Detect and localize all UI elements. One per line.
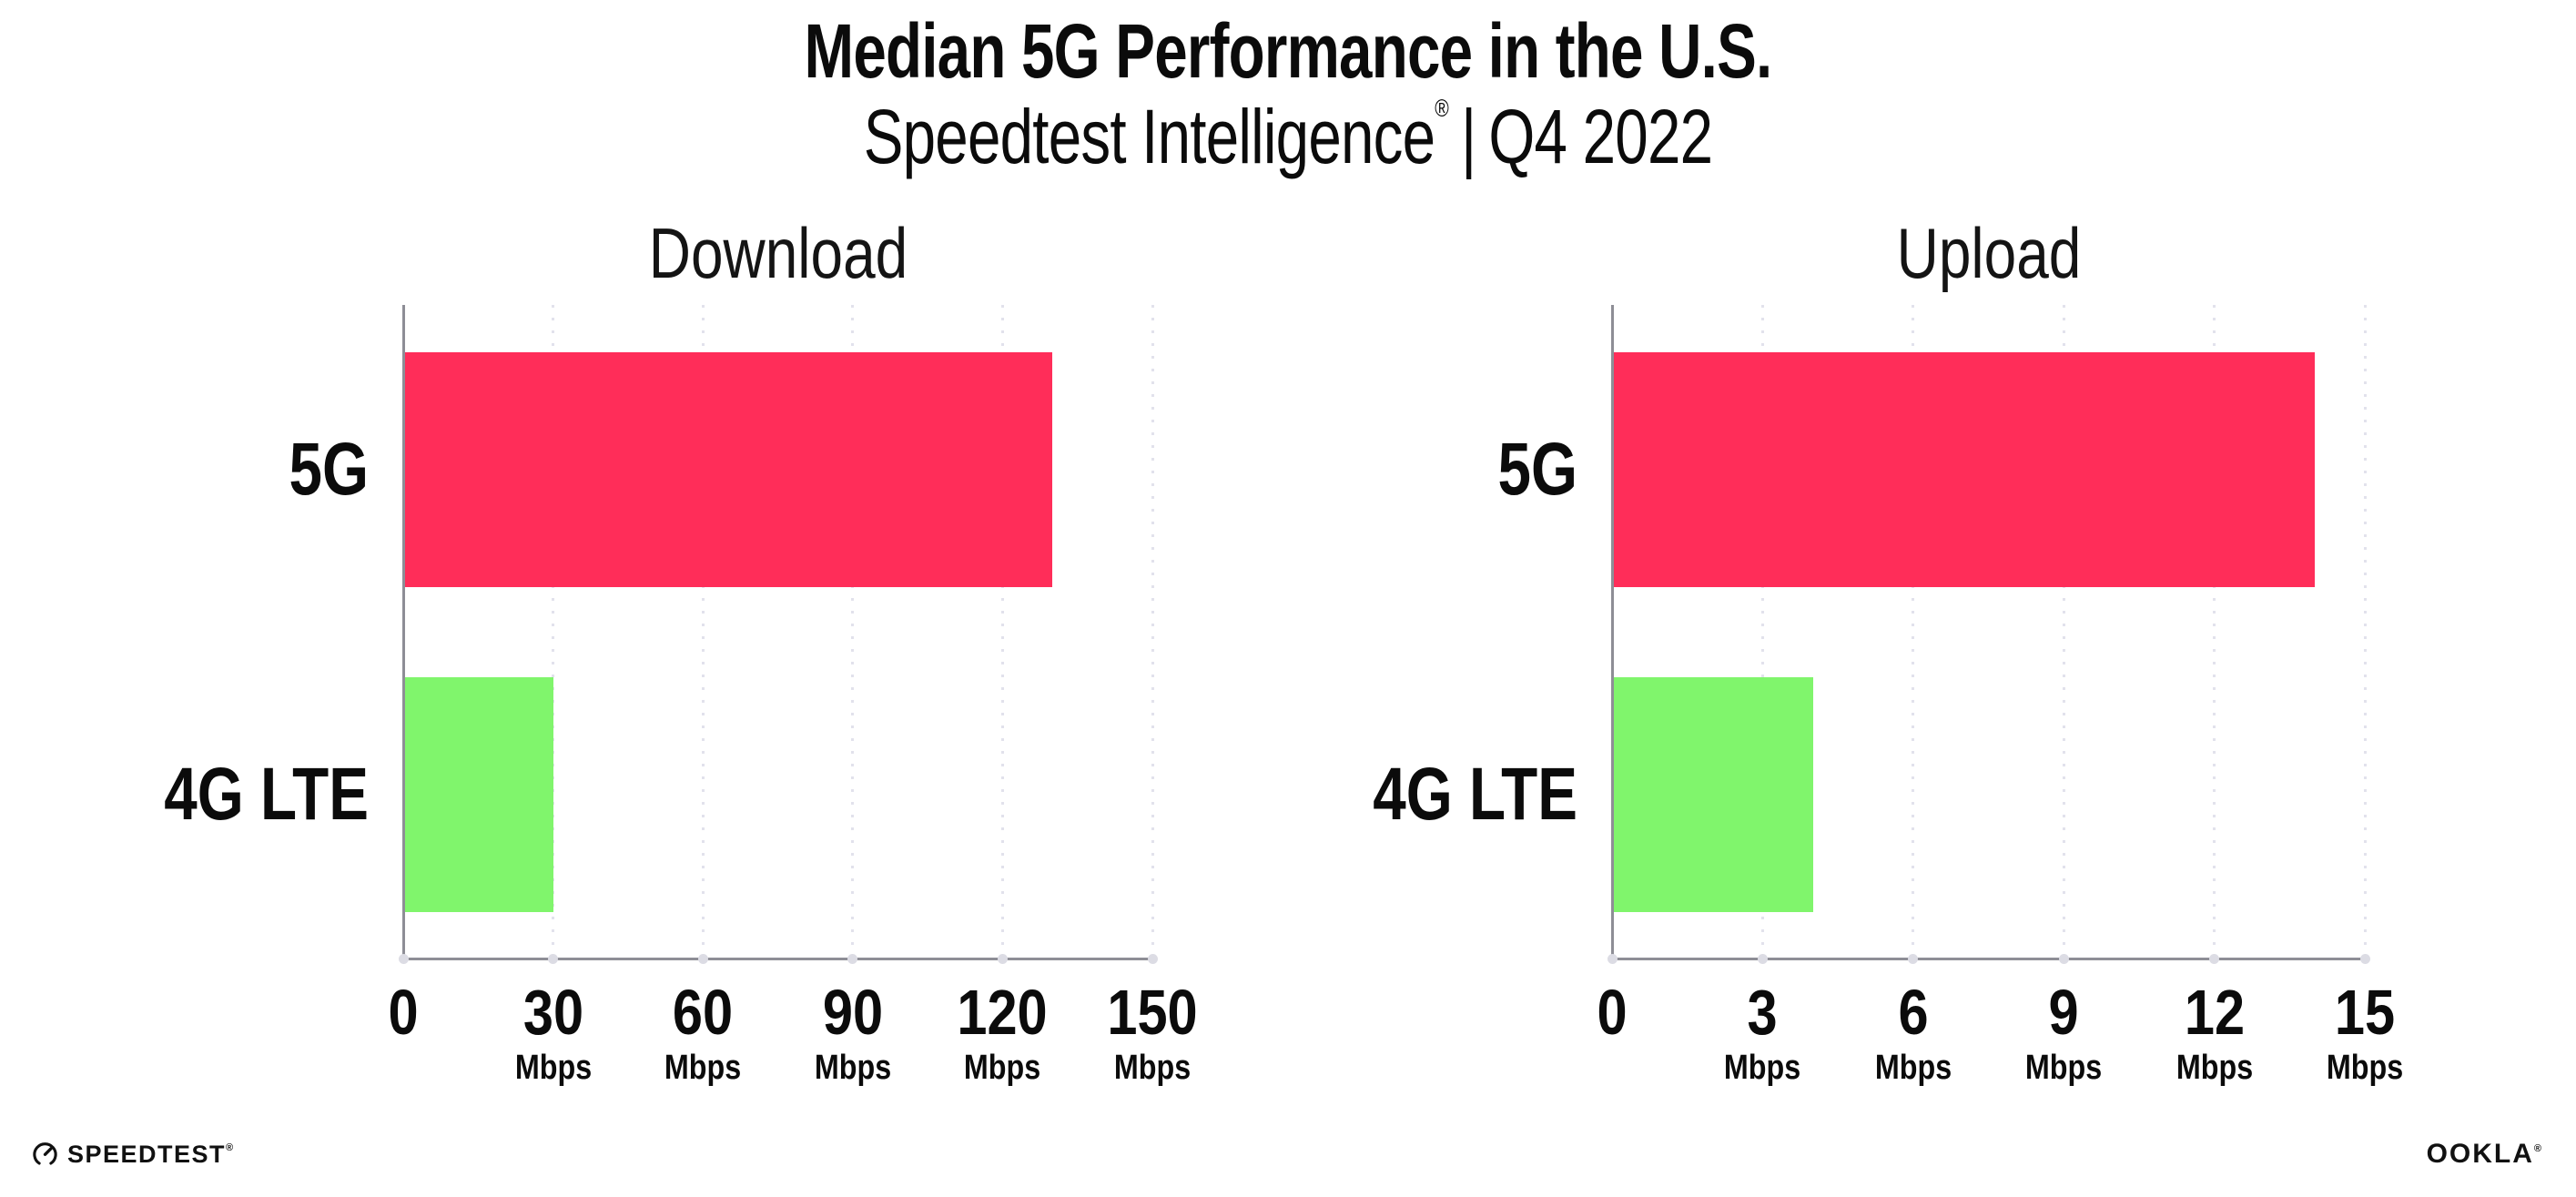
tick-label-90: 90: [822, 977, 883, 1048]
tick-dot-0: [1607, 953, 1618, 964]
tick-unit-label-60: Mbps: [664, 1049, 742, 1087]
speedtest-logo-text: SPEEDTEST®: [67, 1141, 235, 1168]
category-label-4g-lte: 4G LTE: [164, 753, 369, 836]
tick-unit-label-90: Mbps: [814, 1049, 891, 1087]
gridline-30: [552, 305, 555, 959]
page-title: Median 5G Performance in the U.S.: [804, 8, 1773, 94]
tick-dot-0: [398, 953, 409, 964]
tick-dot-120: [997, 953, 1008, 964]
gridline-60: [701, 305, 705, 959]
tick-unit-label-12: Mbps: [2175, 1049, 2253, 1087]
tick-label-12: 12: [2184, 977, 2245, 1048]
y-axis-line: [401, 305, 405, 959]
tick-label-3: 3: [1747, 977, 1778, 1048]
tick-unit-label-3: Mbps: [1724, 1049, 1801, 1087]
tick-dot-30: [548, 953, 559, 964]
gridline-15: [2363, 305, 2367, 959]
subtitle-period: Q4 2022: [1488, 94, 1713, 179]
tick-dot-90: [847, 953, 858, 964]
speedtest-gauge-icon: [33, 1141, 57, 1165]
subtitle-separator: |: [1461, 94, 1476, 179]
ookla-logo: OOKLA®: [2427, 1140, 2543, 1169]
tick-dot-150: [1147, 953, 1158, 964]
tick-dot-6: [1908, 953, 1919, 964]
tick-unit-label-150: Mbps: [1113, 1049, 1192, 1087]
gridline-90: [851, 305, 855, 959]
tick-dot-9: [2058, 953, 2069, 964]
ookla-logo-text: OOKLA: [2426, 1139, 2534, 1169]
subtitle-brand: Speedtest Intelligence: [863, 94, 1435, 179]
registered-trademark-mark: ®: [1435, 95, 1449, 122]
tick-label-0: 0: [388, 977, 419, 1048]
tick-label-6: 6: [1898, 977, 1929, 1048]
x-axis-line: [1609, 957, 2368, 960]
tick-unit-label-30: Mbps: [514, 1049, 592, 1087]
tick-unit-label-120: Mbps: [964, 1049, 1041, 1087]
tick-unit-label-15: Mbps: [2326, 1049, 2404, 1087]
bar-4g-lte: [1613, 677, 1813, 912]
category-label-5g: 5G: [289, 428, 369, 511]
tick-dot-12: [2209, 953, 2220, 964]
tick-dot-15: [2359, 953, 2370, 964]
x-axis-line: [401, 957, 1155, 960]
tick-label-120: 120: [957, 977, 1049, 1048]
category-label-5g: 5G: [1497, 428, 1577, 511]
chart-title-download: Download: [648, 213, 908, 293]
tick-label-15: 15: [2334, 977, 2396, 1048]
tick-unit-label-6: Mbps: [1874, 1049, 1952, 1087]
tick-label-0: 0: [1597, 977, 1628, 1048]
gridline-3: [1760, 305, 1764, 959]
category-label-4g-lte: 4G LTE: [1373, 753, 1577, 836]
y-axis-line: [1610, 305, 1614, 959]
bar-4g-lte: [404, 677, 553, 912]
tick-unit-label-9: Mbps: [2025, 1049, 2103, 1087]
gridline-120: [1000, 305, 1004, 959]
ookla-trademark-mark: ®: [2533, 1143, 2543, 1154]
tick-label-60: 60: [673, 977, 734, 1048]
gridline-12: [2213, 305, 2216, 959]
tick-label-150: 150: [1107, 977, 1198, 1048]
gridline-9: [2062, 305, 2065, 959]
speedtest-trademark-mark: ®: [226, 1142, 235, 1153]
bar-5g: [1613, 352, 2315, 587]
tick-label-9: 9: [2048, 977, 2079, 1048]
tick-label-30: 30: [522, 977, 583, 1048]
gridline-6: [1912, 305, 1915, 959]
page-subtitle: Speedtest Intelligence® | Q4 2022: [283, 93, 2292, 180]
speedtest-logo: SPEEDTEST®: [31, 1137, 235, 1172]
tick-dot-60: [697, 953, 708, 964]
chart-title-upload: Upload: [1896, 213, 2081, 293]
tick-dot-3: [1757, 953, 1768, 964]
gridline-150: [1151, 305, 1154, 959]
bar-5g: [404, 352, 1053, 587]
